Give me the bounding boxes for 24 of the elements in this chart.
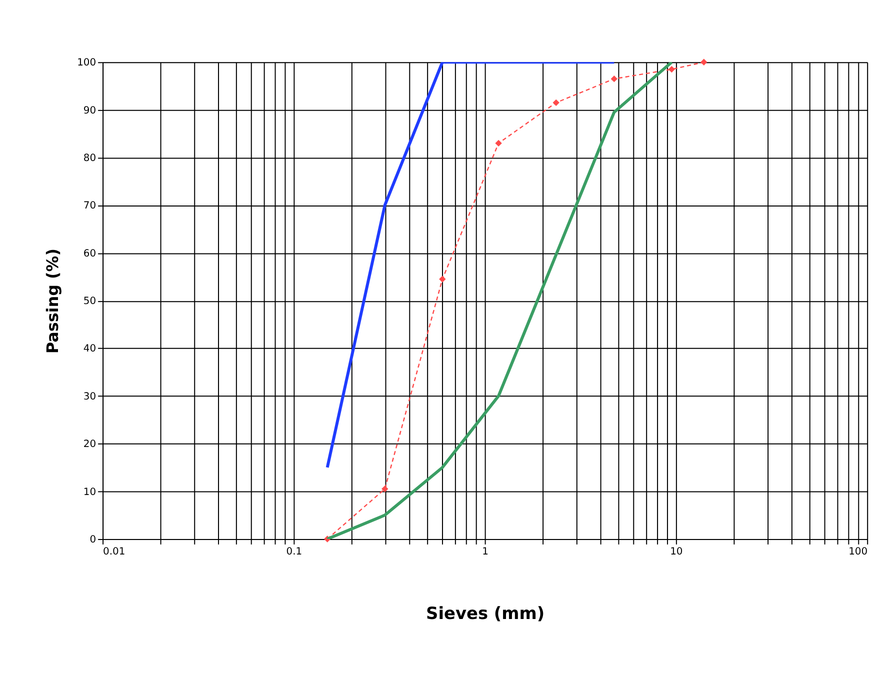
point — [382, 486, 388, 492]
y-tick-label: 60 — [83, 248, 96, 260]
point — [610, 76, 618, 82]
y-tick-label: 10 — [83, 486, 96, 498]
y-tick-label: 50 — [83, 296, 96, 308]
y-axis-title: Passing (%) — [43, 248, 62, 354]
point — [668, 66, 676, 73]
y-tick-label: 40 — [83, 344, 96, 355]
y-tick-label: 30 — [83, 391, 96, 402]
point — [439, 276, 446, 282]
x-tick-label: 0.1 — [286, 546, 302, 558]
x-tick-label: 1 — [482, 546, 488, 558]
y-tick-label: 20 — [83, 439, 96, 450]
x-axis-title: Sieves (mm) — [426, 603, 545, 624]
y-tick-label: 0 — [90, 534, 96, 546]
point — [552, 99, 560, 106]
y-tick-label: 80 — [83, 153, 96, 164]
x-tick-label: 10 — [670, 546, 683, 558]
y-tick-label: 90 — [83, 105, 96, 116]
y-tick-label: 70 — [83, 200, 96, 212]
point — [495, 140, 502, 147]
x-tick-label: 100 — [848, 546, 868, 558]
y-tick-label: 100 — [77, 58, 96, 69]
x-tick-label: 0.01 — [103, 546, 126, 558]
